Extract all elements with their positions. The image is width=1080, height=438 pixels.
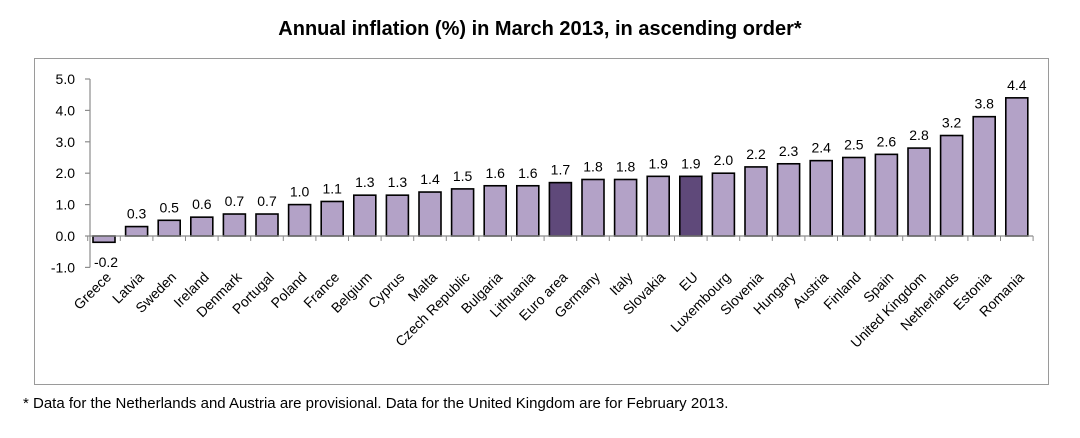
data-label: 1.9 xyxy=(648,155,668,171)
data-label: 1.9 xyxy=(681,155,701,171)
bar-italy xyxy=(613,178,638,237)
bar-eu xyxy=(678,175,703,237)
bar-malta xyxy=(418,191,442,237)
bar-belgium xyxy=(352,194,377,237)
data-label: 1.3 xyxy=(388,174,408,190)
bar-latvia xyxy=(124,225,149,237)
data-label: 1.8 xyxy=(583,158,603,174)
data-label: 0.5 xyxy=(159,199,179,215)
data-label: 0.7 xyxy=(257,193,277,209)
y-axis: 5.0 4.0 3.0 2.0 1.0 0.0 -1.0 xyxy=(51,71,91,275)
data-label: 4.4 xyxy=(1007,77,1027,93)
data-label: 2.4 xyxy=(811,140,831,156)
bar-luxembourg xyxy=(711,172,736,237)
y-tick-label: 1.0 xyxy=(56,197,76,213)
x-axis: GreeceLatviaSwedenIrelandDenmarkPortugal… xyxy=(70,235,1034,351)
chart-frame xyxy=(34,58,1049,385)
data-label: 3.2 xyxy=(942,115,962,131)
bar-germany xyxy=(581,178,605,237)
y-tick-label: 2.0 xyxy=(56,165,76,181)
data-label: 2.3 xyxy=(779,143,799,159)
bar-slovenia xyxy=(744,166,768,237)
data-label: 1.6 xyxy=(485,165,505,181)
bar-cyprus xyxy=(385,194,410,237)
data-label: 2.8 xyxy=(909,127,929,143)
bar-denmark xyxy=(222,213,247,237)
bar-ireland xyxy=(190,216,214,237)
data-label: 3.8 xyxy=(974,96,994,112)
y-tick-label: 5.0 xyxy=(56,71,76,87)
y-tick-label: 0.0 xyxy=(56,228,76,244)
bar-estonia xyxy=(972,115,997,237)
data-label: 1.6 xyxy=(518,165,538,181)
data-label: -0.2 xyxy=(94,254,118,270)
y-tick-label: 4.0 xyxy=(56,102,76,118)
x-tick-label: Finland xyxy=(820,269,864,313)
data-label: 0.3 xyxy=(127,206,147,222)
bar-portugal xyxy=(255,213,279,237)
data-label: 1.0 xyxy=(290,184,310,200)
bar-united-kingdom xyxy=(907,147,931,237)
bar-finland xyxy=(841,156,866,237)
bar-lithuania xyxy=(515,184,540,237)
y-tick-label: -1.0 xyxy=(51,259,75,275)
bar-netherlands xyxy=(939,134,964,237)
bar-hungary xyxy=(776,162,801,237)
bar-czech-republic xyxy=(450,188,475,237)
x-tick-label: Poland xyxy=(268,269,310,311)
y-tick-label: 3.0 xyxy=(56,134,76,150)
bar-romania xyxy=(1004,97,1029,237)
data-label: 2.6 xyxy=(877,133,897,149)
data-label: 1.5 xyxy=(453,168,473,184)
bar-euro-area xyxy=(548,181,573,237)
data-label: 1.4 xyxy=(420,171,440,187)
bar-poland xyxy=(287,203,312,237)
x-tick-label: EU xyxy=(676,269,701,294)
bar-france xyxy=(320,200,345,237)
bars: -0.2 0.3 0.5 0.6 0.7 0.7 1.0 1.1 1.3 1.3 1.4 1.5 1.6… xyxy=(92,77,1029,270)
chart-title: Annual inflation (%) in March 2013, in a… xyxy=(278,18,802,40)
data-label: 1.3 xyxy=(355,174,375,190)
data-label: 1.1 xyxy=(322,180,342,196)
data-label: 1.8 xyxy=(616,158,636,174)
bar-spain xyxy=(874,153,899,237)
bar-bulgaria xyxy=(483,184,508,237)
data-label: 0.7 xyxy=(225,193,245,209)
bar-sweden xyxy=(157,219,181,237)
bar-greece xyxy=(92,235,116,244)
x-tick-label: Cyprus xyxy=(365,269,408,312)
bar-austria xyxy=(809,159,834,237)
data-label: 2.5 xyxy=(844,137,864,153)
data-label: 2.0 xyxy=(714,152,734,168)
data-label: 0.6 xyxy=(192,196,212,212)
x-tick-label: Greece xyxy=(70,269,114,313)
data-label: 1.7 xyxy=(551,162,571,178)
data-label: 2.2 xyxy=(746,146,766,162)
footnote: * Data for the Netherlands and Austria a… xyxy=(23,395,729,412)
bar-slovakia xyxy=(646,175,671,237)
